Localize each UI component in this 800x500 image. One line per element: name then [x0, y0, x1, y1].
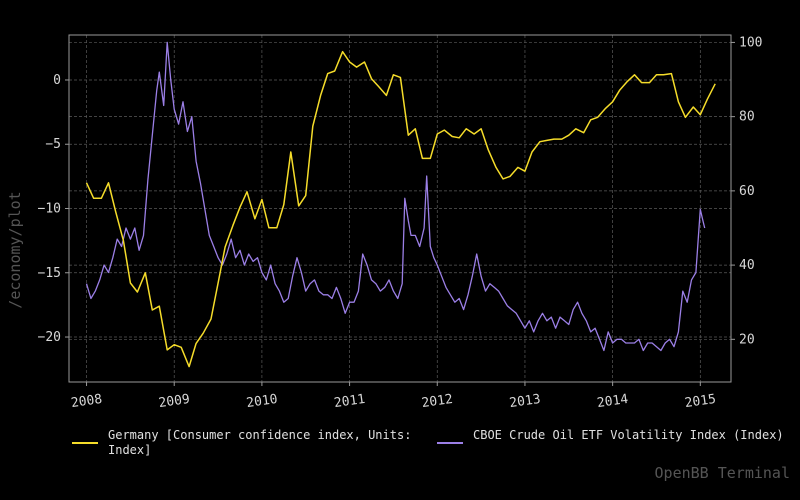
y-tick-label-left: −10 [38, 202, 61, 217]
x-tick-label: 2014 [596, 392, 629, 411]
y-tick-label-left: −5 [45, 137, 61, 152]
legend-swatch-cboe [437, 442, 463, 444]
y-tick-label-right: 40 [739, 258, 755, 273]
legend-swatch-germany [72, 442, 98, 444]
x-tick-label: 2015 [684, 392, 717, 411]
x-tick-label: 2012 [421, 392, 454, 411]
x-tick-label: 2008 [70, 392, 103, 411]
plot-frame [68, 34, 732, 383]
axes: 2008 2009 2010 2011 2012 2013 2014 2015 0 −5 −10 −1… [38, 34, 762, 411]
x-tick-label: 2011 [333, 392, 366, 411]
y-tick-label-left: −20 [38, 330, 61, 345]
legend-label-germany: Germany [Consumer confidence index, Unit… [108, 428, 412, 457]
x-tick-label: 2009 [158, 392, 191, 411]
x-tick-label: 2010 [245, 392, 278, 411]
y-tick-label-right: 20 [739, 332, 755, 347]
legend-label-cboe: CBOE Crude Oil ETF Volatility Index (Ind… [473, 428, 784, 442]
y-tick-label-right: 80 [739, 110, 755, 125]
y-axis-label-left: /economy/plot [6, 191, 24, 308]
series-line-cboe [85, 41, 706, 352]
series-lines [85, 41, 716, 368]
watermark: OpenBB Terminal [654, 464, 790, 482]
y-tick-label-left: −15 [38, 266, 61, 281]
y-tick-label-right: 100 [739, 35, 762, 50]
grid-lines [69, 35, 731, 382]
y-tick-label-right: 60 [739, 184, 755, 199]
y-tick-label-left: 0 [53, 73, 61, 88]
series-line-germany [85, 50, 716, 368]
x-tick-label: 2013 [508, 392, 541, 411]
